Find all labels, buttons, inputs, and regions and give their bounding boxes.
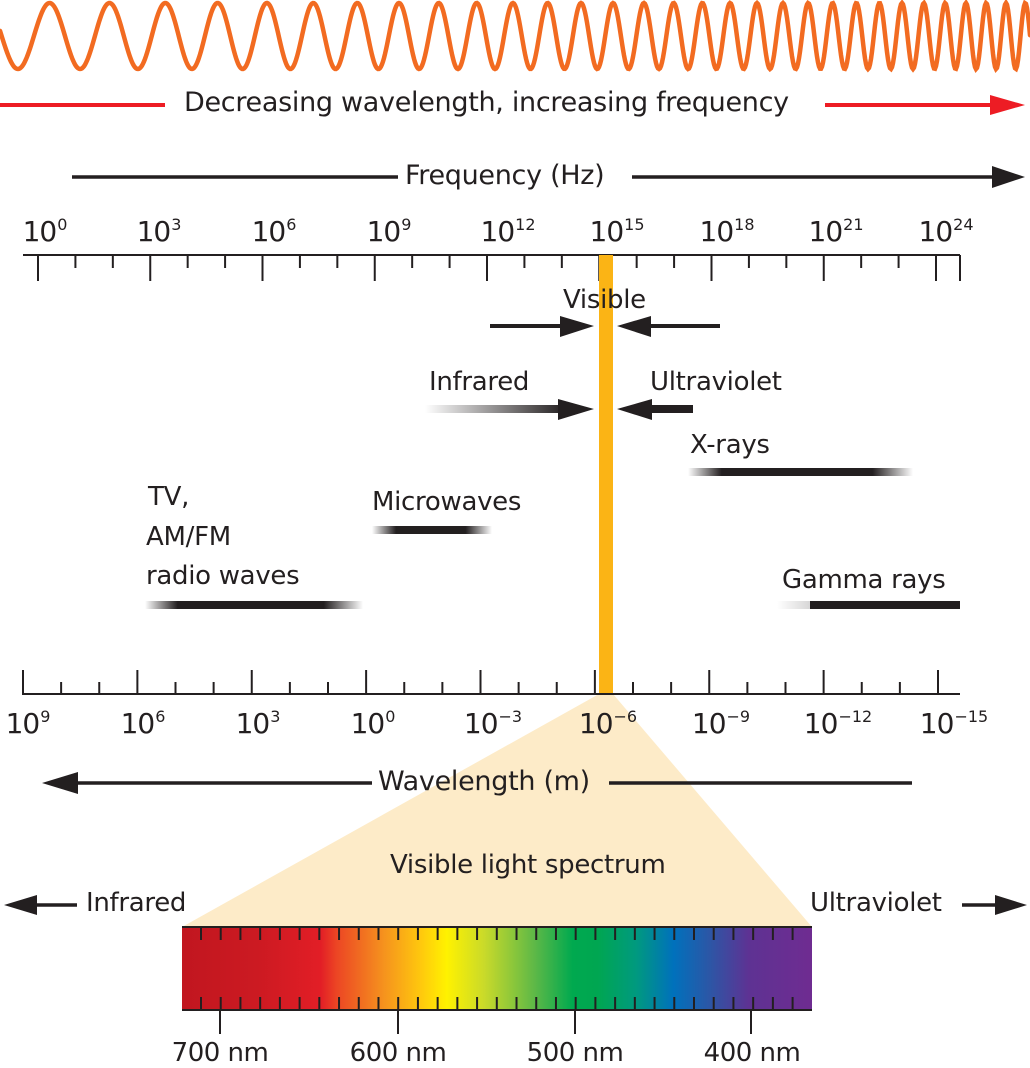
wavelength-axis: [22, 670, 960, 695]
frequency-arrow: [72, 166, 1025, 188]
wavelength-tick-label: 103: [235, 707, 281, 740]
spectrum-left-label: Infrared: [86, 888, 187, 918]
radio-bar: [145, 601, 363, 609]
spectrum-right-label: Ultraviolet: [810, 888, 942, 918]
frequency-axis: [23, 254, 961, 281]
visible-arrows: [490, 316, 720, 337]
nm-tick-label: 600 nm: [349, 1038, 447, 1068]
freq-tick-label: 100: [22, 215, 68, 248]
wavelength-tick-label: 10−12: [803, 707, 873, 740]
wavelength-tick-label: 106: [120, 707, 166, 740]
wavelength-tick-label: 10−15: [919, 707, 989, 740]
visible-zoom-wedge: [182, 694, 812, 927]
label-radio-line3: radio waves: [146, 561, 300, 591]
visible-spectrum-title: Visible light spectrum: [390, 850, 666, 880]
ultraviolet-arrow: [617, 399, 693, 420]
wave-curve: [0, 0, 1030, 74]
label-visible: Visible: [563, 285, 646, 315]
label-radio-line1: TV,: [148, 482, 190, 512]
xrays-bar: [688, 468, 913, 476]
label-xrays: X-rays: [690, 430, 770, 460]
freq-tick-label: 106: [251, 215, 297, 248]
header-caption: Decreasing wavelength, increasing freque…: [180, 89, 793, 116]
label-infrared: Infrared: [429, 367, 530, 397]
freq-tick-label: 1024: [918, 215, 974, 248]
freq-tick-label: 1012: [480, 215, 536, 248]
label-ultraviolet: Ultraviolet: [650, 367, 782, 397]
freq-tick-label: 109: [366, 215, 412, 248]
infrared-arrow: [425, 399, 594, 420]
frequency-axis-title: Frequency (Hz): [401, 162, 609, 189]
label-microwaves: Microwaves: [372, 487, 522, 517]
nm-tick-label: 500 nm: [526, 1038, 624, 1068]
freq-tick-label: 1021: [808, 215, 864, 248]
freq-tick-label: 1015: [589, 215, 645, 248]
wavelength-arrow: [42, 772, 912, 794]
wavelength-tick-label: 100: [350, 707, 396, 740]
label-radio-line2: AM/FM: [146, 522, 231, 552]
freq-tick-label: 103: [136, 215, 182, 248]
wavelength-tick-label: 10−3: [463, 707, 523, 740]
nm-tick-label: 400 nm: [703, 1038, 801, 1068]
wavelength-tick-label: 10−6: [578, 707, 638, 740]
spectrum-infrared-arrow: [4, 895, 77, 915]
nm-tick-label: 700 nm: [171, 1038, 269, 1068]
freq-tick-label: 1018: [699, 215, 755, 248]
wavelength-tick-label: 109: [5, 707, 51, 740]
visible-spectrum-bar: [182, 927, 812, 1010]
microwaves-bar: [372, 526, 492, 534]
wavelength-axis-title: Wavelength (m): [378, 766, 590, 797]
spectrum-ultraviolet-arrow: [962, 895, 1027, 915]
wavelength-tick-label: 10−9: [691, 707, 751, 740]
red-direction-arrow: [0, 95, 1025, 115]
label-gamma: Gamma rays: [782, 565, 946, 595]
